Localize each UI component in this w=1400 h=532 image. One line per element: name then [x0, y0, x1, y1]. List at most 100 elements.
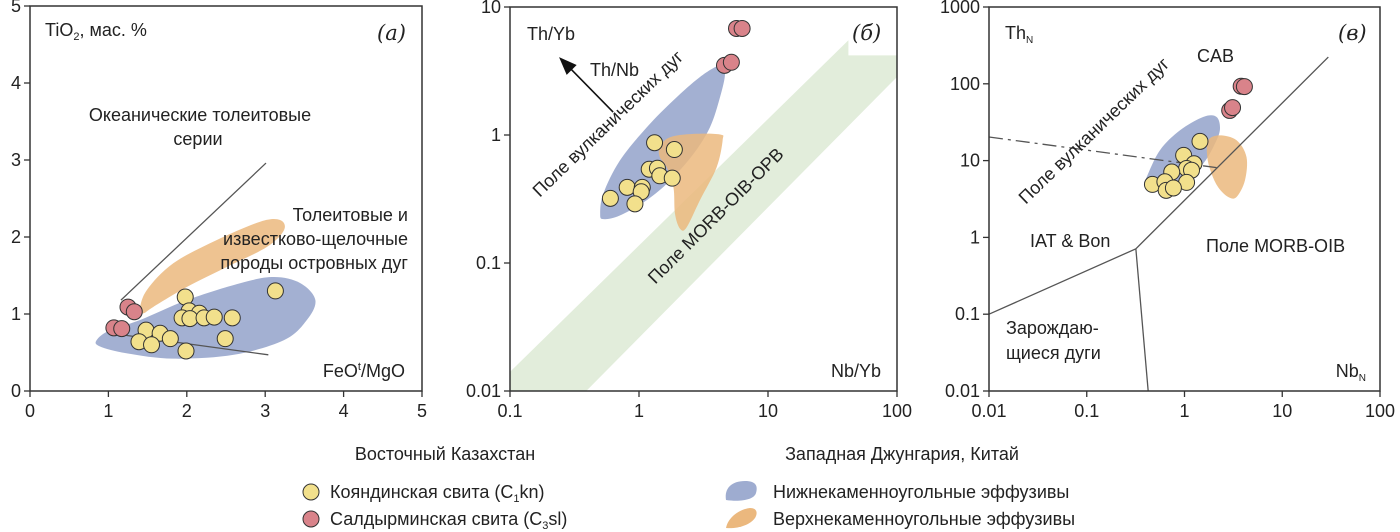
koyandy-data-point	[266, 282, 284, 300]
y-tick-label: 100	[950, 74, 980, 94]
upper-carboniferous-field	[1206, 135, 1248, 199]
saldyrmin-data-point	[125, 303, 143, 321]
arrow-head-icon	[559, 57, 577, 75]
koyandy-data-point	[177, 342, 195, 360]
panel-a-marks: 0 1 2 3 4 5 0 1 2 3 4 5	[11, 0, 427, 421]
panel-c-ylabel: ThN	[1005, 23, 1033, 46]
panel-b-label: (б)	[852, 21, 881, 45]
annotation-iat-bon: IAT & Bon	[1030, 231, 1110, 251]
koyandy-data-point	[1164, 179, 1182, 197]
x-tick-label: 1	[103, 401, 113, 421]
koyandy-data-point	[223, 309, 241, 327]
legend-yellow-circle-icon	[302, 483, 320, 501]
arrow-label-th-nb: Th/Nb	[590, 60, 639, 80]
panel-a-ylabel: TiO2, мас. %	[45, 20, 147, 43]
legend-group-west-junggar: Западная Джунгария, Китай	[785, 444, 1019, 464]
x-tick-label: 1	[634, 401, 644, 421]
legend-item-lower-carboniferous: Нижнекаменноугольные эффузивы	[773, 482, 1069, 502]
panel-c-xlabel: NbN	[1336, 361, 1366, 384]
boundary-line	[1135, 248, 1149, 392]
legend-item-saldyrmin: Салдырминская свита (C3sl)	[330, 509, 567, 532]
annotation-cab: CAB	[1197, 46, 1234, 66]
x-tick-label: 10	[1272, 401, 1292, 421]
panel-b-xlabel: Nb/Yb	[831, 361, 881, 381]
annotation-arc-3: породы островных дуг	[220, 253, 408, 273]
y-tick-label: 0.01	[945, 381, 980, 401]
y-tick-label: 0.01	[466, 381, 501, 401]
annotation-morb-oib: Поле MORB-OIB	[1206, 236, 1345, 256]
saldyrmin-data-point	[1235, 78, 1253, 96]
panel-a-label: (а)	[377, 21, 406, 45]
annotation-nascent-2: щиеся дуги	[1006, 343, 1101, 363]
panel-c-frame	[988, 6, 1381, 392]
th-nb-arrow-shaft	[564, 62, 614, 113]
y-tick-label: 0.1	[476, 253, 501, 273]
x-tick-label: 1	[1179, 401, 1189, 421]
saldyrmin-data-point	[1224, 99, 1242, 117]
annotation-oceanic-2: серии	[173, 129, 222, 149]
y-tick-label: 1	[970, 227, 980, 247]
x-tick-label: 0.1	[1074, 401, 1099, 421]
koyandy-data-point	[161, 330, 179, 348]
y-tick-label: 1	[11, 304, 21, 324]
koyandy-data-point	[663, 169, 681, 187]
koyandy-data-point	[181, 310, 199, 328]
annotation-arc-2: известково-щелочные	[223, 229, 408, 249]
koyandy-data-point	[1191, 132, 1209, 150]
saldyrmin-data-point	[113, 320, 131, 338]
koyandy-data-point	[143, 336, 161, 354]
y-tick-label: 5	[11, 0, 21, 16]
upper-carboniferous-field	[139, 219, 285, 314]
panel-c-thn-vs-nbn: 0.01 0.1 1 10 100 0.01 0.1 1 10 100 1000 ThN (в) C…	[940, 0, 1395, 421]
x-tick-label: 3	[260, 401, 270, 421]
x-tick-label: 10	[758, 401, 778, 421]
saldyrmin-data-point	[733, 19, 751, 37]
panel-a-tio2-vs-feo-mgo: 0 1 2 3 4 5 0 1 2 3 4 5 TiO2, мас. % (а) Океаническ…	[11, 0, 427, 421]
x-tick-label: 0.1	[497, 401, 522, 421]
koyandy-data-point	[646, 134, 664, 152]
y-tick-label: 0	[11, 381, 21, 401]
annotation-nascent-1: Зарождаю-	[1006, 318, 1099, 338]
panel-a-frame	[29, 5, 423, 392]
panel-c-label: (в)	[1338, 21, 1367, 45]
panel-b-ylabel: Th/Yb	[527, 24, 575, 44]
y-tick-label: 10	[960, 151, 980, 171]
koyandy-data-point	[601, 189, 619, 207]
y-tick-label: 1	[491, 125, 501, 145]
koyandy-data-point	[626, 195, 644, 213]
x-tick-label: 100	[882, 401, 912, 421]
x-tick-label: 5	[417, 401, 427, 421]
annotation-arc-1: Толеитовые и	[293, 205, 408, 225]
y-tick-label: 1000	[940, 0, 980, 17]
y-tick-label: 3	[11, 150, 21, 170]
y-tick-label: 4	[11, 73, 21, 93]
legend: Восточный Казахстан Западная Джунгария, …	[302, 444, 1075, 532]
panel-c-marks: 0.01 0.1 1 10 100 0.01 0.1 1 10 100 1000	[940, 0, 1395, 421]
legend-item-koyandy: Кояндинская свита (C1kn)	[330, 482, 545, 505]
x-tick-label: 0	[25, 401, 35, 421]
y-tick-label: 2	[11, 227, 21, 247]
dashed-boundary-line	[988, 136, 1217, 169]
legend-red-circle-icon	[302, 510, 320, 528]
boundary-line	[120, 162, 267, 301]
y-tick-label: 10	[481, 0, 501, 17]
y-tick-label: 0.1	[955, 304, 980, 324]
koyandy-data-point	[205, 308, 223, 326]
x-tick-label: 2	[182, 401, 192, 421]
panel-b-frame	[509, 6, 898, 392]
x-tick-label: 100	[1365, 401, 1395, 421]
legend-group-east-kazakhstan: Восточный Казахстан	[355, 444, 535, 464]
legend-blue-field-icon	[725, 481, 757, 501]
koyandy-data-point	[216, 330, 234, 348]
koyandy-data-point	[665, 141, 683, 159]
legend-item-upper-carboniferous: Верхнекаменноугольные эффузивы	[773, 509, 1075, 529]
x-tick-label: 4	[339, 401, 349, 421]
legend-orange-field-icon	[726, 508, 757, 529]
x-tick-label: 0.01	[971, 401, 1006, 421]
morb-oib-opb-band	[510, 40, 897, 391]
panel-a-xlabel: FeOt/MgO	[323, 361, 405, 381]
saldyrmin-data-point	[722, 53, 740, 71]
annotation-oceanic-1: Океанические толеитовые	[89, 105, 311, 125]
